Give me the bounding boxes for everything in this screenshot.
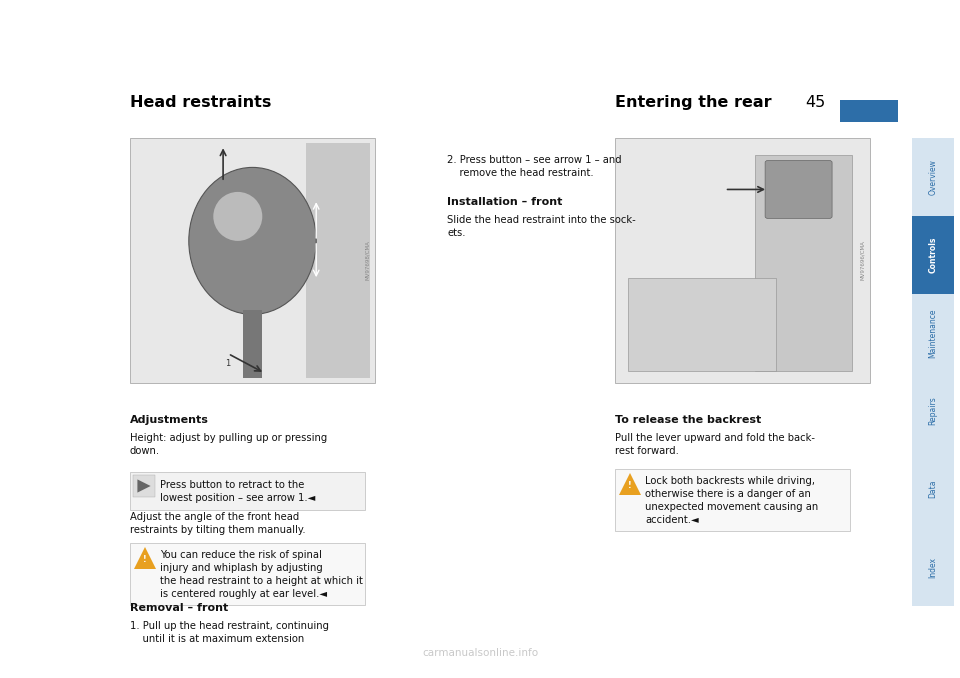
- Text: Controls: Controls: [928, 237, 938, 273]
- Bar: [840, 100, 898, 122]
- Bar: [912, 216, 954, 294]
- Bar: [306, 143, 371, 378]
- Text: Adjustments: Adjustments: [130, 415, 209, 425]
- Text: !: !: [143, 555, 147, 563]
- Text: Data: Data: [928, 480, 938, 498]
- Text: MV97698/CMA: MV97698/CMA: [365, 241, 371, 281]
- Text: lowest position – see arrow 1.◄: lowest position – see arrow 1.◄: [160, 493, 316, 503]
- Bar: [912, 294, 954, 372]
- Bar: [912, 450, 954, 528]
- Text: To release the backrest: To release the backrest: [615, 415, 761, 425]
- Text: Installation – front: Installation – front: [447, 197, 563, 207]
- Ellipse shape: [213, 192, 262, 241]
- Text: accident.◄: accident.◄: [645, 515, 699, 525]
- Polygon shape: [137, 479, 151, 493]
- Text: Maintenance: Maintenance: [928, 308, 938, 358]
- Text: 2. Press button – see arrow 1 – and
    remove the head restraint.: 2. Press button – see arrow 1 – and remo…: [447, 155, 622, 178]
- Bar: [130, 472, 365, 510]
- FancyBboxPatch shape: [765, 161, 832, 218]
- Text: Removal – front: Removal – front: [130, 603, 228, 613]
- Bar: [243, 309, 262, 378]
- Text: carmanualsonline.info: carmanualsonline.info: [422, 648, 538, 658]
- Bar: [628, 278, 776, 371]
- Text: Lock both backrests while driving,: Lock both backrests while driving,: [645, 476, 815, 486]
- Text: 1: 1: [226, 359, 230, 368]
- Text: injury and whiplash by adjusting: injury and whiplash by adjusting: [160, 563, 323, 573]
- Text: Entering the rear: Entering the rear: [615, 95, 772, 110]
- Text: Overview: Overview: [928, 159, 938, 195]
- Text: 45: 45: [804, 95, 825, 110]
- Text: Slide the head restraint into the sock-
ets.: Slide the head restraint into the sock- …: [447, 215, 636, 238]
- Bar: [912, 528, 954, 606]
- Bar: [130, 138, 375, 383]
- Bar: [756, 155, 852, 371]
- Bar: [912, 372, 954, 450]
- Bar: [615, 469, 850, 531]
- Text: the head restraint to a height at which it: the head restraint to a height at which …: [160, 576, 363, 586]
- Text: Repairs: Repairs: [928, 397, 938, 425]
- Text: You can reduce the risk of spinal: You can reduce the risk of spinal: [160, 550, 322, 560]
- Ellipse shape: [189, 167, 316, 315]
- Text: MV97696/CMA: MV97696/CMA: [860, 241, 865, 281]
- Text: Head restraints: Head restraints: [130, 95, 272, 110]
- Text: Press button to retract to the: Press button to retract to the: [160, 480, 304, 490]
- Text: 1. Pull up the head restraint, continuing
    until it is at maximum extension: 1. Pull up the head restraint, continuin…: [130, 621, 329, 644]
- Text: Index: Index: [928, 557, 938, 578]
- Text: !: !: [628, 481, 632, 490]
- Bar: [130, 543, 365, 605]
- Text: Adjust the angle of the front head
restraints by tilting them manually.: Adjust the angle of the front head restr…: [130, 512, 305, 535]
- Polygon shape: [134, 547, 156, 569]
- Bar: [133, 475, 155, 497]
- Text: Height: adjust by pulling up or pressing
down.: Height: adjust by pulling up or pressing…: [130, 433, 327, 456]
- Text: is centered roughly at ear level.◄: is centered roughly at ear level.◄: [160, 589, 327, 599]
- Text: otherwise there is a danger of an: otherwise there is a danger of an: [645, 489, 811, 499]
- Text: Pull the lever upward and fold the back-
rest forward.: Pull the lever upward and fold the back-…: [615, 433, 815, 456]
- Bar: [615, 138, 870, 383]
- Polygon shape: [619, 473, 641, 495]
- Text: unexpected movement causing an: unexpected movement causing an: [645, 502, 818, 512]
- Bar: [912, 138, 954, 216]
